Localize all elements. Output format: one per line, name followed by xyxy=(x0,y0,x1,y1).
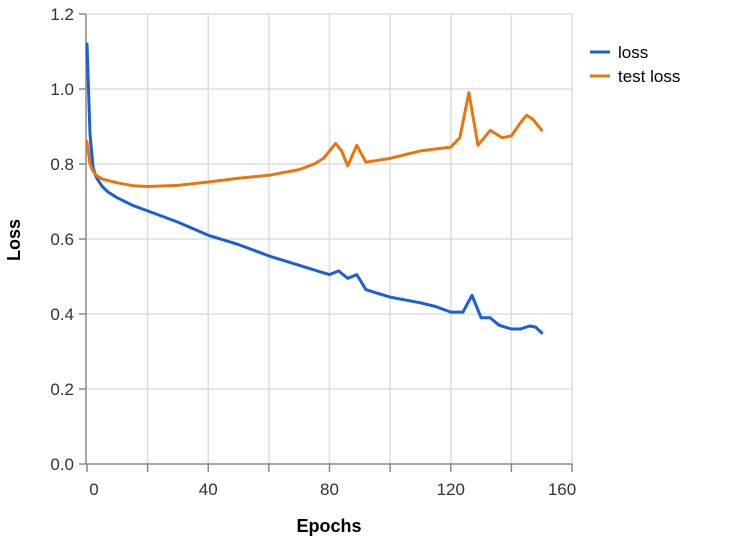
tick-labels: 0.0 0.2 0.4 0.6 0.8 1.0 1.2 0 40 80 120 160 xyxy=(50,5,576,499)
x-tick-label: 120 xyxy=(437,480,465,499)
legend-item-loss: loss xyxy=(590,43,648,62)
grid-lines xyxy=(87,13,573,464)
legend-label-loss: loss xyxy=(618,43,648,62)
x-axis-title: Epochs xyxy=(296,516,361,536)
y-tick-label: 0.8 xyxy=(50,155,74,174)
y-axis-title: Loss xyxy=(4,219,24,261)
x-tick-label: 40 xyxy=(199,480,218,499)
x-tick-label: 160 xyxy=(548,480,576,499)
series-line-loss xyxy=(85,42,544,335)
legend-item-test-loss: test loss xyxy=(590,67,680,86)
x-tick-label: 0 xyxy=(89,480,98,499)
x-tick-label: 80 xyxy=(320,480,339,499)
axes xyxy=(79,13,573,472)
legend-label-test-loss: test loss xyxy=(618,67,680,86)
y-tick-label: 0.2 xyxy=(50,380,74,399)
y-tick-label: 1.0 xyxy=(50,80,74,99)
y-tick-label: 0.6 xyxy=(50,230,74,249)
y-tick-label: 0.0 xyxy=(50,455,74,474)
series-lines xyxy=(85,42,544,335)
y-tick-label: 1.2 xyxy=(50,5,74,24)
series-line-test-loss xyxy=(85,91,544,188)
legend: loss test loss xyxy=(590,43,680,86)
y-tick-label: 0.4 xyxy=(50,305,74,324)
